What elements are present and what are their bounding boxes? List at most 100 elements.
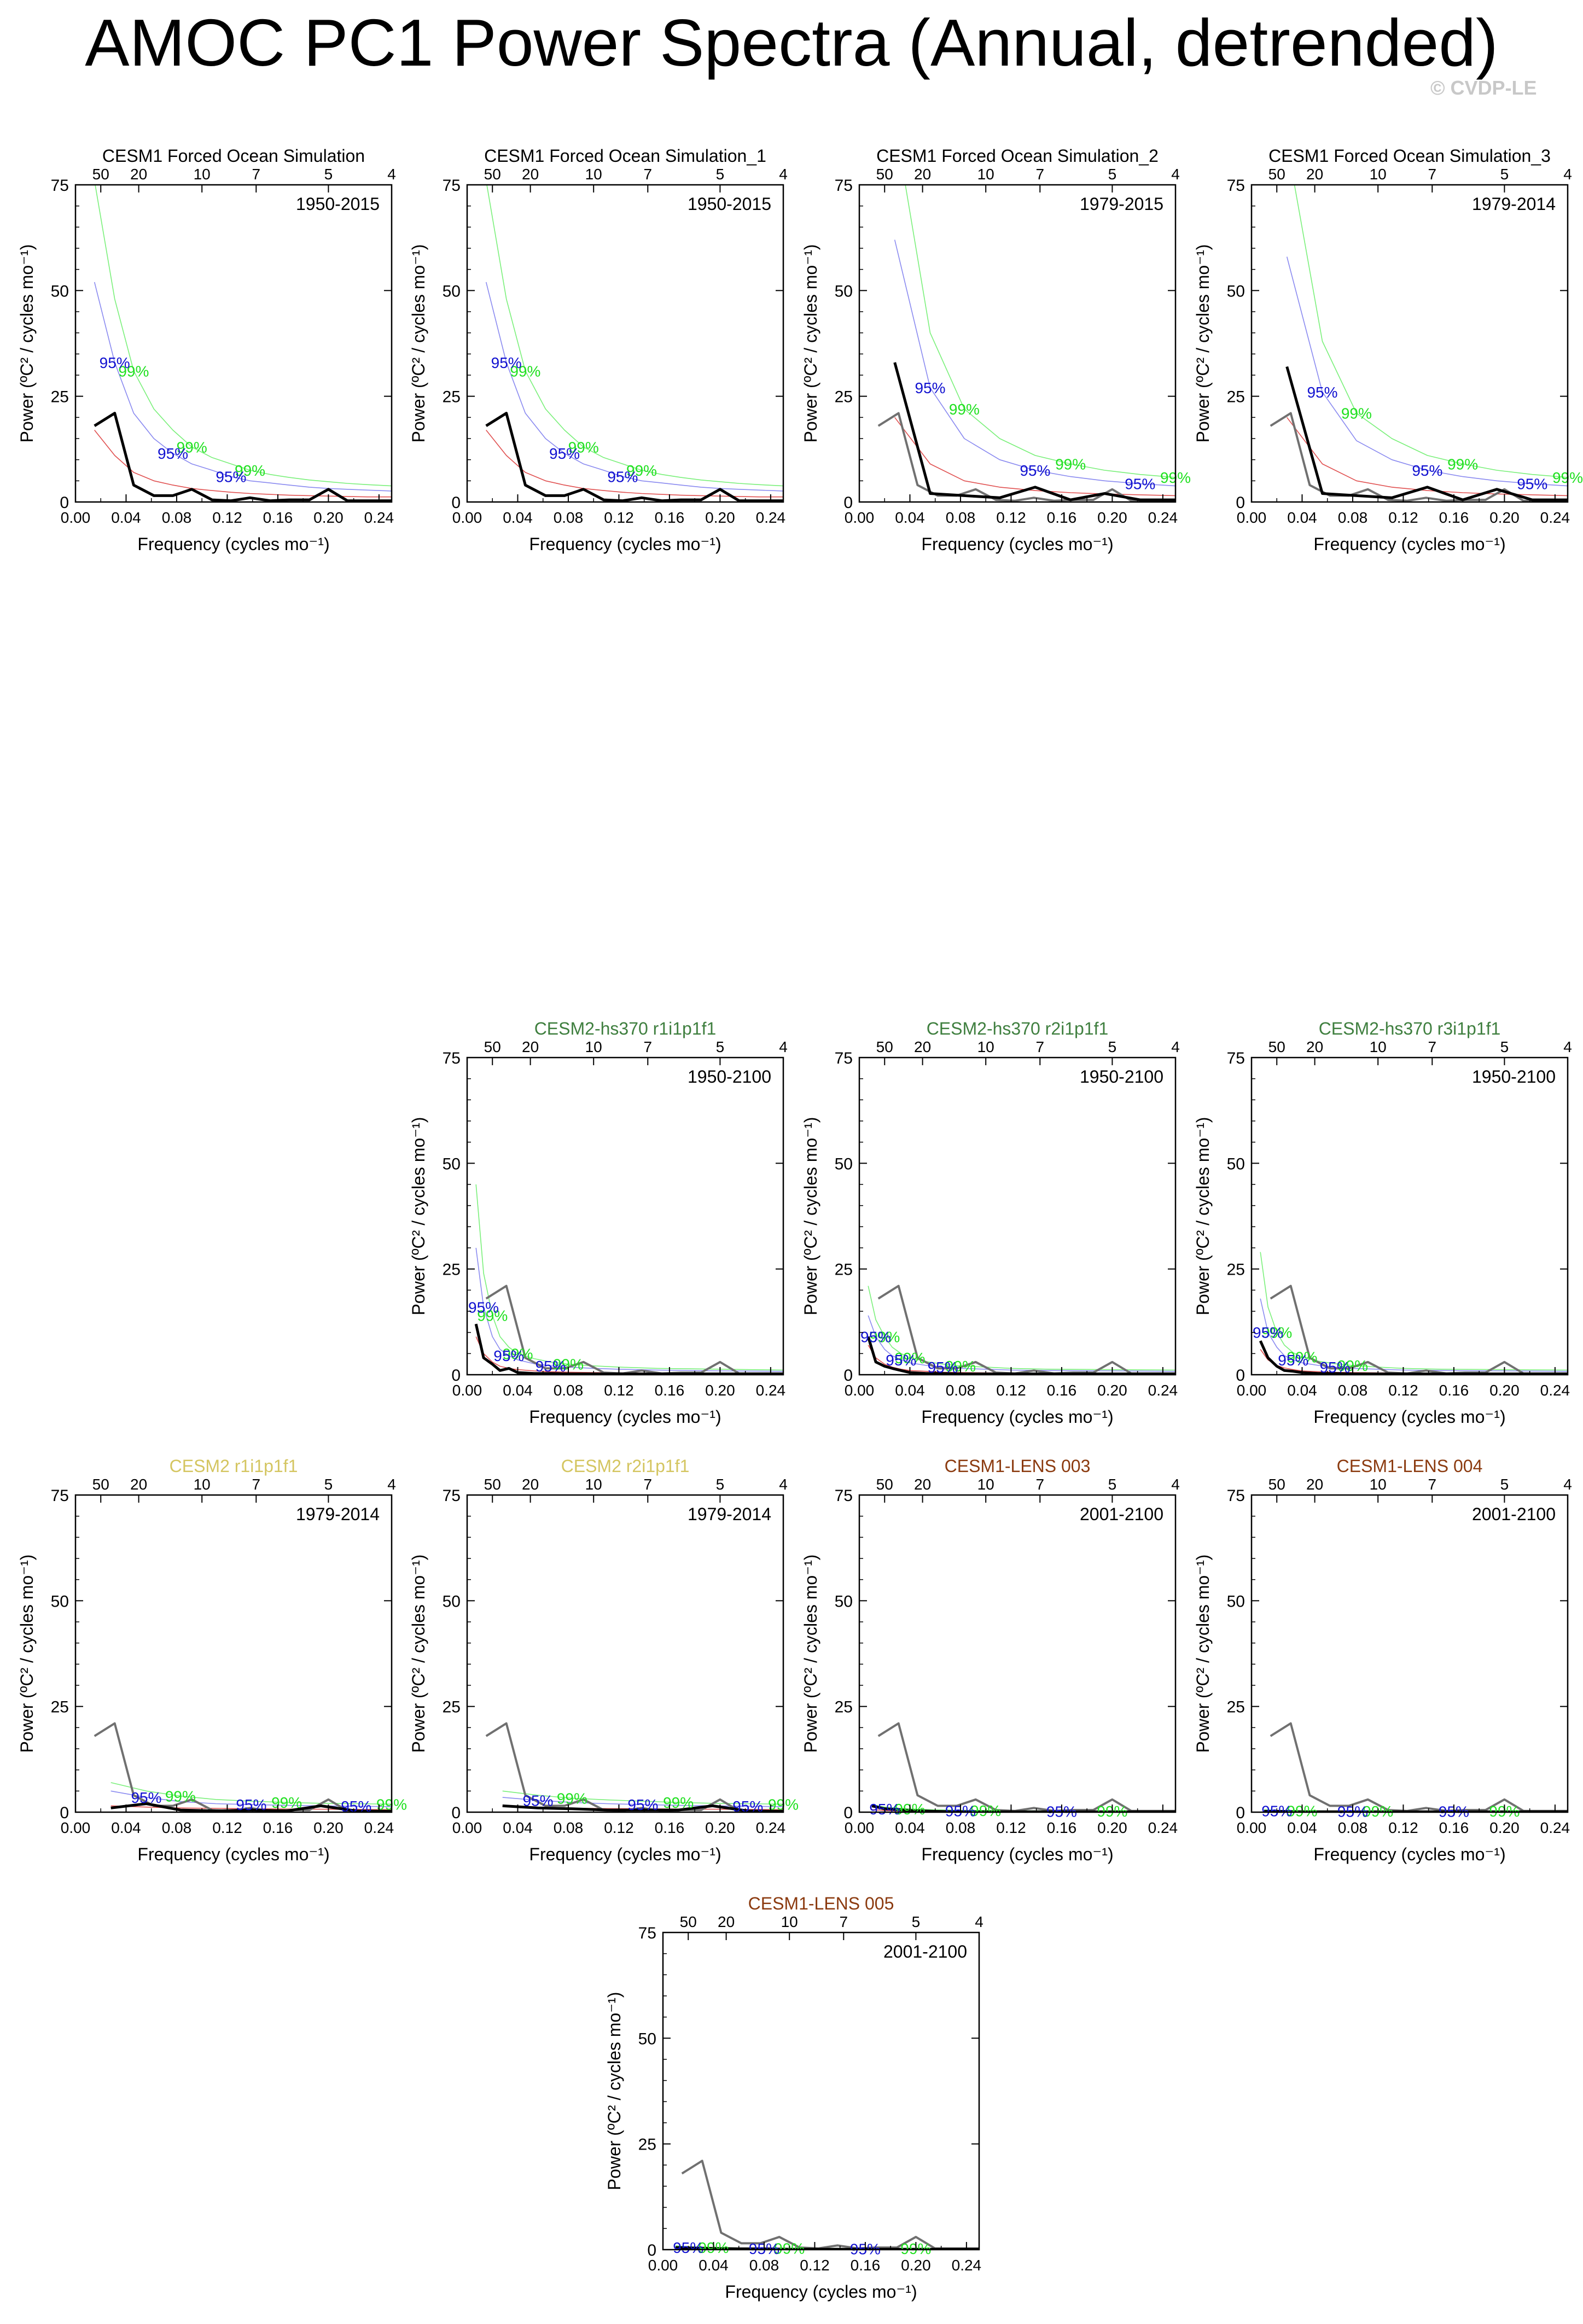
y-axis-label: Power (ºC² / cycles mo⁻¹) [604,1992,624,2191]
y-tick-label: 25 [638,2136,656,2154]
ci-label: 95% [607,469,638,486]
x-tick-label: 0.24 [364,1819,394,1836]
ci-label: 95% [131,1789,161,1806]
period-tick-label: 4 [779,1476,788,1493]
period-tick-label: 20 [914,1476,931,1493]
x-tick-label: 0.04 [1287,1819,1317,1836]
y-axis-label: Power (ºC² / cycles mo⁻¹) [409,244,428,443]
period-tick-label: 10 [977,1476,994,1493]
period-tick-label: 7 [1035,1476,1044,1493]
y-tick-label: 0 [843,1367,853,1385]
x-tick-label: 0.04 [895,1819,925,1836]
plot-frame [1250,1494,1569,1813]
period-label: 2001-2100 [883,1942,967,1961]
ci-label: 99% [626,462,657,479]
spectrum-panel: CESM1 Forced Ocean Simulation_3 1979-2014… [1193,146,1583,554]
period-tick-label: 10 [194,1476,211,1493]
y-tick-label: 25 [1227,1261,1245,1279]
ci-label: 95% [1412,462,1442,479]
x-tick-label: 0.00 [845,509,875,526]
x-axis-label: Frequency (cycles mo⁻¹) [137,1844,329,1864]
ci-label: 99% [894,1350,925,1367]
y-tick-label: 25 [443,1698,461,1716]
x-tick-label: 0.08 [946,1382,976,1399]
ci-label: 95% [1020,462,1050,479]
x-axis-label: Frequency (cycles mo⁻¹) [1313,534,1505,554]
ci-label: 95% [468,1299,499,1316]
y-tick-label: 50 [835,1155,853,1173]
y-tick-label: 0 [843,1804,853,1822]
y-tick-label: 75 [638,1924,656,1942]
x-tick-label: 0.24 [756,509,786,526]
y-tick-label: 75 [443,177,461,195]
ci-label: 95% [549,445,580,462]
spectrum-panel: CESM1 Forced Ocean Simulation_1 1950-2015… [409,146,788,554]
period-tick-label: 10 [194,166,211,183]
ci-label: 99% [177,439,207,456]
period-tick-label: 10 [585,166,602,183]
series-ci99 [905,185,1175,478]
ci-label: 99% [271,1794,302,1811]
x-tick-label: 0.20 [313,509,344,526]
y-tick-label: 0 [451,1367,461,1385]
plot-frame [74,1494,393,1813]
series-reference [485,1284,783,1375]
y-tick-label: 50 [835,1592,853,1610]
period-label: 1950-2100 [688,1067,771,1087]
period-tick-label: 10 [977,166,994,183]
spectrum-panel: CESM2-hs370 r1i1p1f11950-210099%99%99%95… [409,1019,788,1427]
period-tick-label: 7 [1428,166,1436,183]
y-axis-label: Power (ºC² / cycles mo⁻¹) [1193,1555,1213,1753]
x-tick-label: 0.24 [1148,509,1178,526]
series-ci95 [94,282,392,492]
panel-title: CESM1-LENS 004 [1337,1456,1483,1476]
period-tick-label: 5 [716,1038,725,1055]
series-ci99 [486,185,783,487]
x-tick-label: 0.08 [946,1819,976,1836]
period-tick-label: 20 [914,1038,931,1055]
ci-label: 99% [1055,456,1086,472]
period-tick-label: 20 [718,1913,735,1930]
x-tick-label: 0.16 [1047,1819,1077,1836]
x-tick-label: 0.08 [162,509,192,526]
y-tick-label: 75 [1227,1487,1245,1505]
period-tick-label: 20 [522,166,539,183]
series-reference [877,412,1175,502]
period-tick-label: 7 [252,166,260,183]
x-tick-label: 0.12 [996,1382,1026,1399]
x-tick-label: 0.04 [503,1819,533,1836]
ci-label: 99% [510,363,540,379]
x-tick-label: 0.04 [503,509,533,526]
x-tick-label: 0.12 [1388,1819,1418,1836]
plot-frame [1250,184,1569,503]
period-tick-label: 50 [680,1913,697,1930]
period-tick-label: 10 [585,1476,602,1493]
x-tick-label: 0.12 [800,2257,830,2274]
period-tick-label: 20 [1306,1038,1323,1055]
plot-frame [858,184,1177,503]
series-ci99 [502,1790,783,1805]
x-tick-label: 0.20 [1097,1819,1127,1836]
y-tick-label: 0 [843,494,853,512]
ci-label: 99% [663,1794,694,1811]
x-tick-label: 0.12 [212,1819,242,1836]
x-tick-label: 0.04 [699,2257,729,2274]
x-axis-label: Frequency (cycles mo⁻¹) [529,534,721,554]
ci-label: 95% [1307,384,1337,401]
x-tick-label: 0.20 [901,2257,931,2274]
series-ci95 [502,1797,783,1807]
series-reference [877,1284,1175,1375]
x-tick-label: 0.08 [749,2257,779,2274]
ci-label: 95% [1517,476,1547,493]
y-tick-label: 75 [1227,1049,1245,1067]
y-axis-label: Power (ºC² / cycles mo⁻¹) [409,1117,428,1316]
y-tick-label: 75 [443,1049,461,1067]
series-ci99 [110,1782,392,1805]
x-tick-label: 0.04 [111,1819,141,1836]
y-axis-label: Power (ºC² / cycles mo⁻¹) [801,1555,820,1753]
period-tick-label: 50 [92,1476,109,1493]
period-tick-label: 5 [716,166,725,183]
ci-label: 95% [1253,1324,1283,1341]
ci-label: 95% [536,1358,566,1375]
series-spectrum [866,1336,1175,1375]
